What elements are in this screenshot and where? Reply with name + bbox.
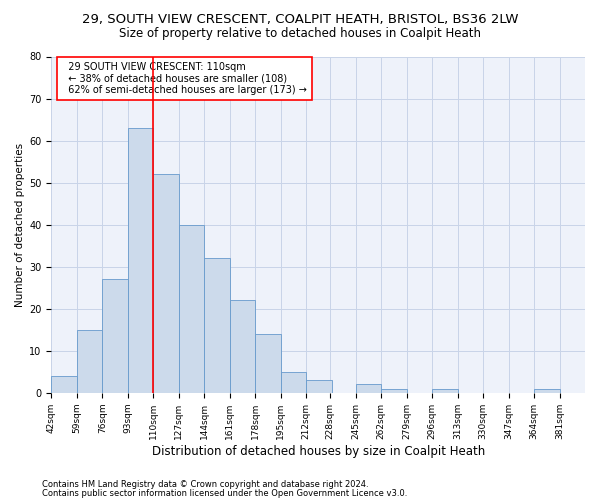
Bar — [306, 380, 332, 393]
Y-axis label: Number of detached properties: Number of detached properties — [15, 142, 25, 306]
Text: Contains public sector information licensed under the Open Government Licence v3: Contains public sector information licen… — [42, 488, 407, 498]
Bar — [77, 330, 102, 393]
Bar — [179, 224, 204, 393]
Bar — [381, 388, 407, 393]
Bar — [102, 280, 128, 393]
Bar — [432, 388, 458, 393]
Bar — [281, 372, 306, 393]
X-axis label: Distribution of detached houses by size in Coalpit Heath: Distribution of detached houses by size … — [152, 444, 485, 458]
Bar — [51, 376, 77, 393]
Bar — [230, 300, 255, 393]
Bar — [128, 128, 153, 393]
Text: Size of property relative to detached houses in Coalpit Heath: Size of property relative to detached ho… — [119, 28, 481, 40]
Bar — [255, 334, 281, 393]
Bar — [204, 258, 230, 393]
Bar — [534, 388, 560, 393]
Bar — [356, 384, 381, 393]
Text: 29, SOUTH VIEW CRESCENT, COALPIT HEATH, BRISTOL, BS36 2LW: 29, SOUTH VIEW CRESCENT, COALPIT HEATH, … — [82, 12, 518, 26]
Bar — [153, 174, 179, 393]
Text: 29 SOUTH VIEW CRESCENT: 110sqm
  ← 38% of detached houses are smaller (108)
  62: 29 SOUTH VIEW CRESCENT: 110sqm ← 38% of … — [62, 62, 307, 94]
Text: Contains HM Land Registry data © Crown copyright and database right 2024.: Contains HM Land Registry data © Crown c… — [42, 480, 368, 489]
